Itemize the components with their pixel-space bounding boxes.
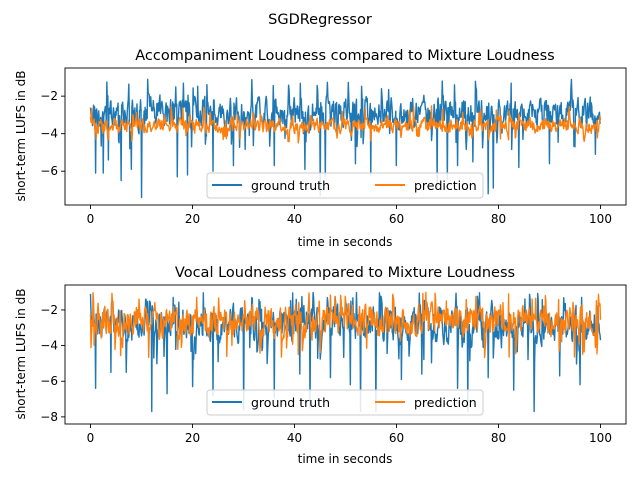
legend-label-prediction: prediction [414, 395, 477, 410]
x-tick-label: 80 [491, 431, 506, 445]
x-tick-label: 60 [389, 212, 404, 226]
y-tick-label: −4 [40, 339, 58, 353]
x-tick-label: 40 [287, 212, 302, 226]
figure-suptitle: SGDRegressor [268, 12, 372, 28]
plot-area: 0 20 40 60 80 100 −8 −6 −4 −2 [40, 284, 627, 445]
y-axis-label: short-term LUFS in dB [14, 288, 28, 419]
x-axis-label: time in seconds [298, 452, 393, 466]
y-tick-label: −8 [40, 410, 58, 424]
legend-label-ground-truth: ground truth [251, 178, 330, 193]
x-tick-label: 80 [491, 212, 506, 226]
axes-frame [64, 284, 627, 425]
series-group [89, 78, 602, 199]
x-tick-label: 60 [389, 431, 404, 445]
series-line-ground-truth [89, 78, 602, 199]
axes-frame [64, 67, 627, 206]
x-tick-label: 20 [185, 431, 200, 445]
legend-label-ground-truth: ground truth [251, 395, 330, 410]
subplot-title: Vocal Loudness compared to Mixture Loudn… [175, 265, 515, 281]
y-tick-label: −2 [40, 89, 58, 103]
plot-area: 0 20 40 60 80 100 −6 −4 −2 [40, 67, 627, 226]
legend-box [206, 172, 484, 199]
series-group [89, 291, 602, 413]
x-tick-label: 100 [589, 212, 612, 226]
legend-label-prediction: prediction [414, 178, 477, 193]
x-tick-label: 40 [287, 431, 302, 445]
legend: ground truth prediction [206, 172, 484, 199]
series-line-prediction [89, 105, 602, 144]
y-tick-label: −6 [40, 164, 58, 178]
series-line-prediction [89, 291, 602, 359]
y-axis-label: short-term LUFS in dB [14, 70, 28, 201]
x-tick-label: 100 [589, 431, 612, 445]
x-tick-label: 20 [185, 212, 200, 226]
x-tick-label: 0 [87, 212, 95, 226]
subplot-title: Accompaniment Loudness compared to Mixtu… [135, 48, 554, 64]
y-tick-label: −4 [40, 127, 58, 141]
subplot-vocal: Vocal Loudness compared to Mixture Loudn… [14, 265, 627, 466]
subplot-accompaniment: Accompaniment Loudness compared to Mixtu… [14, 48, 627, 249]
y-tick-label: −6 [40, 374, 58, 388]
x-axis-label: time in seconds [298, 235, 393, 249]
x-tick-label: 0 [87, 431, 95, 445]
legend-box [206, 389, 484, 416]
legend: ground truth prediction [206, 389, 484, 416]
y-tick-label: −2 [40, 303, 58, 317]
